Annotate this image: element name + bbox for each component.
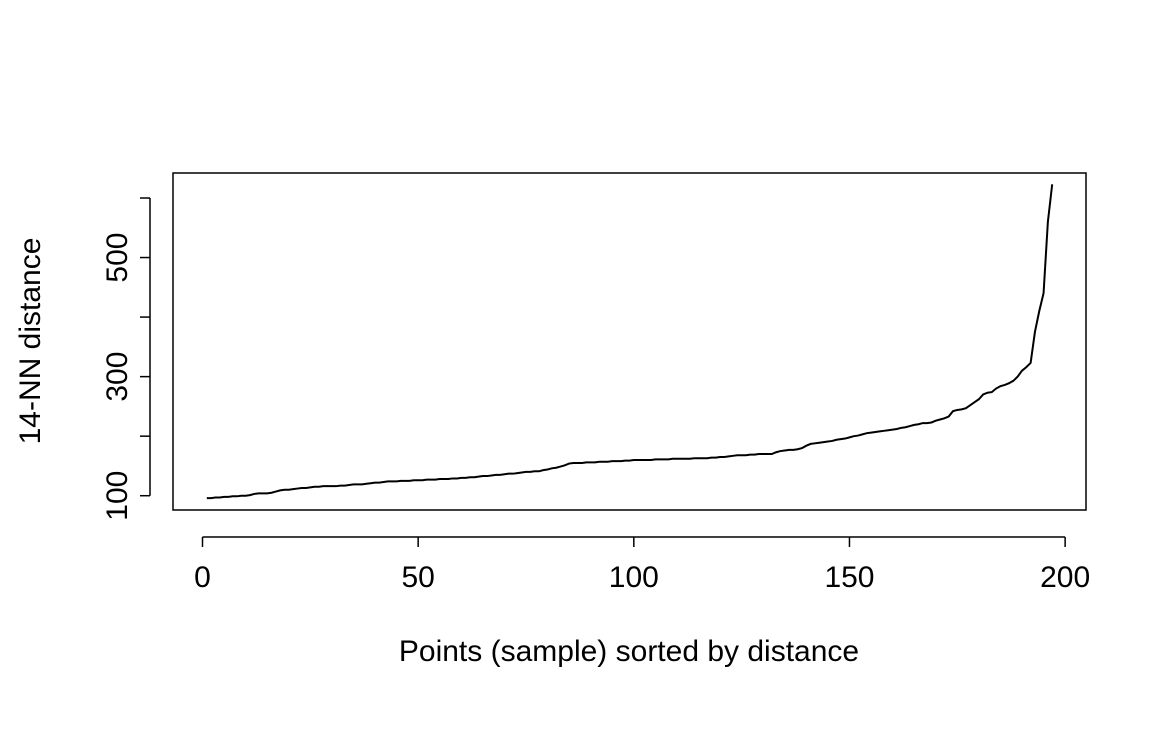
y-tick-label: 500 xyxy=(101,233,134,283)
x-tick-label: 100 xyxy=(609,561,659,594)
x-tick-label: 150 xyxy=(824,561,874,594)
y-tick-label: 100 xyxy=(101,471,134,521)
x-tick-label: 50 xyxy=(401,561,434,594)
y-tick-label: 300 xyxy=(101,352,134,402)
x-axis-label: Points (sample) sorted by distance xyxy=(399,635,859,668)
x-tick-label: 200 xyxy=(1040,561,1090,594)
plot-frame xyxy=(172,172,1087,511)
x-tick-label: 0 xyxy=(194,561,211,594)
y-axis-label: 14-NN distance xyxy=(14,238,47,445)
line-series xyxy=(206,184,1054,500)
